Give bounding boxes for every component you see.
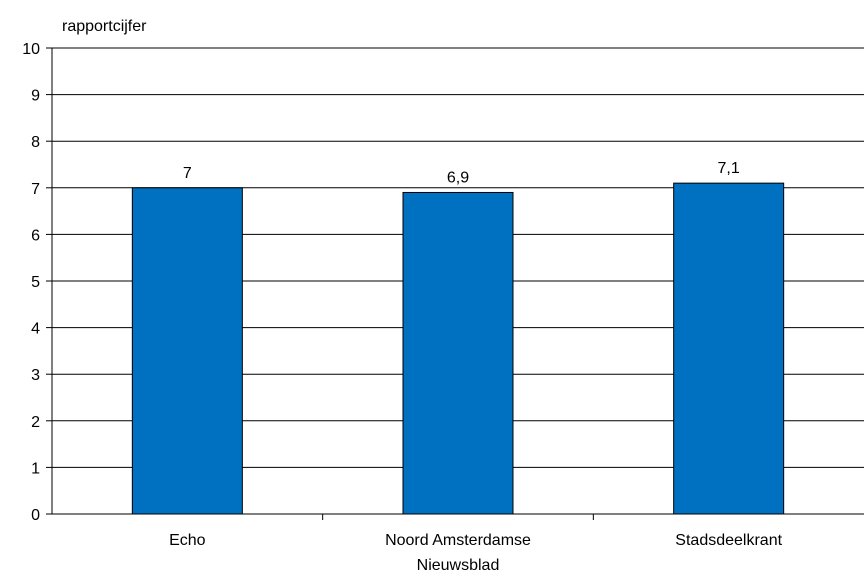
axes	[46, 47, 864, 520]
y-tick-label: 8	[31, 134, 40, 151]
bars	[131, 182, 785, 515]
x-tick-label: Stadsdeelkrant	[675, 532, 782, 549]
data-label: 7	[183, 165, 192, 182]
x-tick-label: Nieuwsblad	[417, 557, 500, 574]
x-tick-labels: Echo Noord Amsterdamse Nieuwsblad Stadsdeel…	[169, 532, 782, 574]
y-tick-label: 3	[31, 367, 40, 384]
y-tick-label: 10	[22, 41, 40, 58]
bar	[131, 187, 243, 515]
data-label: 7,1	[718, 160, 740, 177]
data-label: 6,9	[447, 169, 469, 186]
data-labels: 7 6,9 7,1	[183, 160, 740, 186]
x-tick-label: Noord Amsterdamse	[385, 532, 531, 549]
y-tick-label: 2	[31, 414, 40, 431]
y-tick-label: 1	[31, 460, 40, 477]
y-tick-label: 7	[31, 181, 40, 198]
y-axis-title: rapportcijfer	[62, 18, 147, 35]
bar	[673, 182, 785, 515]
x-tick-label: Echo	[169, 532, 206, 549]
y-tick-label: 5	[31, 274, 40, 291]
y-tick-labels: 0 1 2 3 4 5 6 7 8 9 10	[22, 41, 40, 524]
y-tick-label: 6	[31, 227, 40, 244]
bar	[402, 191, 514, 515]
y-tick-label: 4	[31, 321, 40, 338]
y-tick-label: 0	[31, 507, 40, 524]
y-tick-label: 9	[31, 88, 40, 105]
